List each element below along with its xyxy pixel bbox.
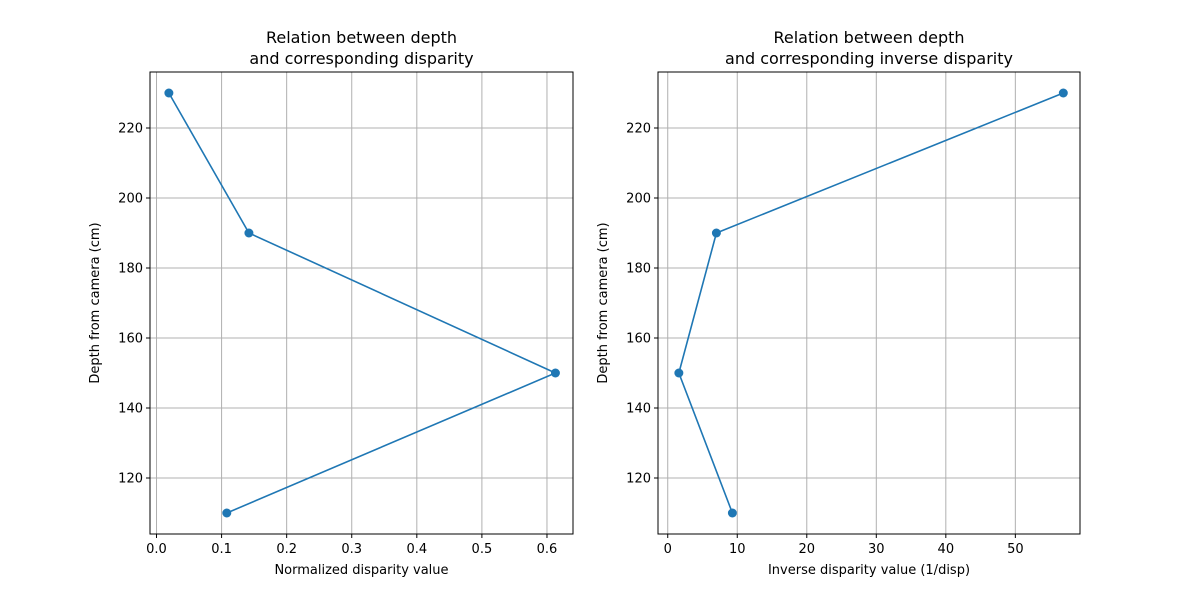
data-point [674, 368, 684, 378]
x-tick-label: 10 [729, 542, 746, 557]
series-line [168, 92, 558, 514]
data-point [727, 508, 737, 518]
y-tick-label: 140 [118, 402, 143, 417]
x-tick-label: 30 [868, 542, 885, 557]
data-point [164, 88, 174, 98]
series-line [678, 92, 1064, 514]
y-axis-label: Depth from camera (cm) [596, 222, 611, 383]
x-tick-label: 0 [664, 542, 672, 557]
data-point [1058, 88, 1068, 98]
y-tick-label: 120 [118, 472, 143, 487]
x-axis-label: Inverse disparity value (1/disp) [768, 563, 970, 578]
gridlines [658, 72, 1080, 534]
y-tick-label: 200 [626, 192, 651, 207]
y-tick-label: 140 [626, 402, 651, 417]
ticks: 0.0 0.1 0.2 0.3 0.4 0.5 0.6 120 140 160 180 200 220 [118, 122, 557, 558]
x-tick-label: 0.6 [537, 542, 558, 557]
y-tick-label: 120 [626, 472, 651, 487]
ticks: 0 10 20 30 40 50 120 140 160 180 200 220 [626, 122, 1023, 558]
plot-frame [657, 71, 1081, 535]
y-tick-label: 180 [626, 262, 651, 277]
data-point [550, 368, 560, 378]
y-tick-label: 200 [118, 192, 143, 207]
y-tick-label: 160 [626, 332, 651, 347]
y-tick-label: 180 [118, 262, 143, 277]
gridlines [150, 72, 573, 534]
x-tick-label: 0.2 [276, 542, 297, 557]
x-tick-label: 0.5 [472, 542, 493, 557]
x-tick-label: 50 [1007, 542, 1024, 557]
plot-frame [149, 71, 574, 535]
x-tick-label: 0.0 [146, 542, 167, 557]
data-point [222, 508, 232, 518]
y-axis-label: Depth from camera (cm) [88, 222, 103, 383]
left-chart-disparity: Relation between depth and corresponding… [88, 28, 574, 578]
x-tick-label: 0.1 [211, 542, 232, 557]
x-tick-label: 40 [938, 542, 955, 557]
y-tick-label: 220 [626, 122, 651, 137]
y-tick-label: 220 [118, 122, 143, 137]
x-tick-label: 20 [799, 542, 816, 557]
chart-title-line-1: Relation between depth [773, 28, 964, 47]
data-point [244, 228, 254, 238]
chart-title-line-2: and corresponding inverse disparity [725, 49, 1013, 68]
chart-title-line-1: Relation between depth [266, 28, 457, 47]
right-chart-inverse-disparity: Relation between depth and corresponding… [596, 28, 1081, 578]
chart-title-line-2: and corresponding disparity [249, 49, 473, 68]
data-point [711, 228, 721, 238]
x-axis-label: Normalized disparity value [274, 563, 448, 578]
y-tick-label: 160 [118, 332, 143, 347]
x-tick-label: 0.4 [406, 542, 427, 557]
x-tick-label: 0.3 [341, 542, 362, 557]
